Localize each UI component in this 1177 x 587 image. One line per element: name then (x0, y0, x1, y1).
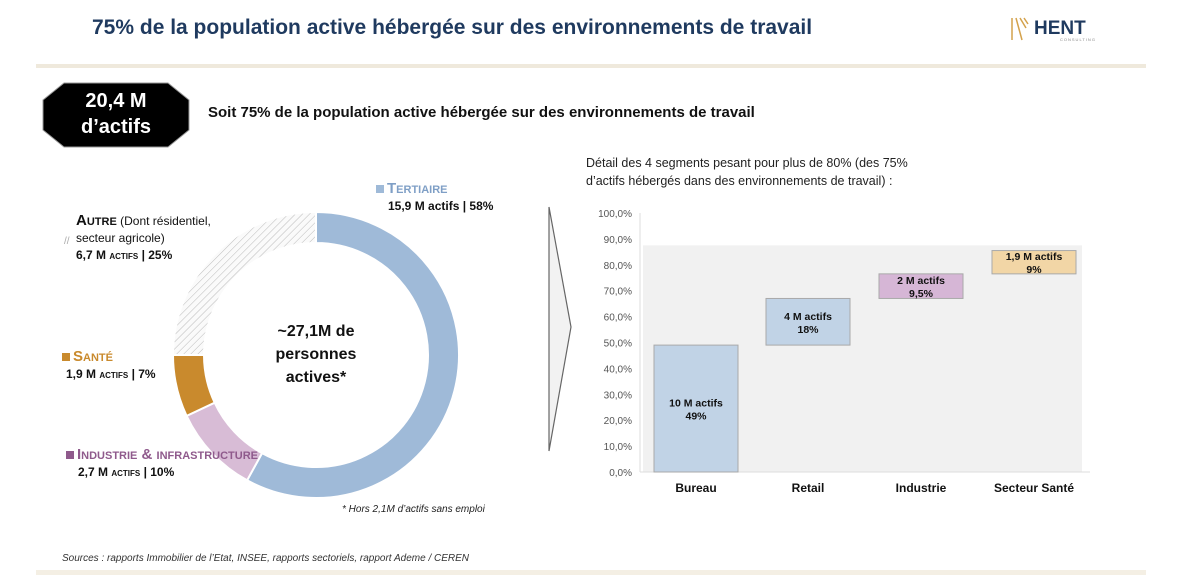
donut-center-line-3: actives* (286, 369, 347, 386)
sources: Sources : rapports Immobilier de l’Etat,… (62, 553, 470, 564)
donut-chart: // ~27,1M de personnes actives* (64, 210, 460, 499)
bar-data-label: 4 M actifs (784, 311, 832, 323)
subtitle: Soit 75% de la population active hébergé… (208, 104, 755, 121)
detail-text: Détail des 4 segments pesant pour plus d… (586, 156, 908, 188)
x-category-label: Retail (792, 481, 825, 495)
sante-swatch (62, 353, 70, 361)
y-tick-label: 80,0% (604, 261, 632, 272)
bar-data-label: 10 M actifs (669, 398, 723, 410)
bar-data-label: 49% (685, 411, 707, 423)
bar-retail (765, 297, 851, 346)
badge-octagon (42, 82, 190, 148)
tertiaire-detail: 15,9 M actifs | 58% (388, 199, 494, 213)
autre-name: Autre (76, 212, 117, 229)
industrie-swatch (66, 451, 74, 459)
x-category-label: Industrie (896, 481, 947, 495)
y-tick-label: 10,0% (604, 442, 632, 453)
footnote: * Hors 2,1M d’actifs sans emploi (342, 504, 485, 515)
y-tick-label: 100,0% (598, 209, 632, 220)
header-divider (36, 64, 1146, 68)
svg-text:HENT: HENT (1034, 18, 1086, 39)
waterfall-chart: 0,0% 10,0% 20,0% 30,0% 40,0% 50,0% 60,0% 70,0% 8… (598, 209, 1090, 495)
legend-sante: Santé 1,9 M actifs | 7% (62, 348, 156, 383)
autre-extra: (Dont résidentiel, secteur agricole) (76, 214, 211, 245)
sante-detail: 1,9 M actifs | 7% (66, 367, 156, 381)
sante-name: Santé (73, 348, 113, 365)
tertiaire-swatch (376, 185, 384, 193)
y-tick-label: 70,0% (604, 287, 632, 298)
svg-text:CONSULTING: CONSULTING (1060, 37, 1096, 42)
y-tick-label: 90,0% (604, 235, 632, 246)
y-tick-label: 50,0% (604, 339, 632, 350)
bar-data-label: 1,9 M actifs (1006, 251, 1063, 263)
bar-industrie (878, 273, 964, 299)
y-tick-label: 30,0% (604, 390, 632, 401)
bar-data-label: 2 M actifs (897, 275, 945, 287)
legend-industrie: Industrie & infrastructure 2,7 M actifs … (66, 446, 266, 481)
page-title: 75% de la population active hébergée sur… (92, 16, 813, 39)
tertiaire-name: Tertiaire (387, 180, 448, 197)
bar-secteur-santé (991, 250, 1077, 275)
legend-autre: Autre (Dont résidentiel, secteur agricol… (62, 212, 252, 264)
footer-bar (36, 570, 1146, 575)
x-category-label: Secteur Santé (994, 481, 1074, 495)
hatch-swatch-icon: // (64, 236, 70, 247)
bar-data-label: 9% (1026, 264, 1042, 276)
donut-center-line-1: ~27,1M de (278, 323, 355, 340)
hent-logo: HENT CONSULTING (1011, 17, 1096, 42)
bar-data-label: 18% (797, 324, 819, 336)
industrie-detail: 2,7 M actifs | 10% (78, 465, 175, 479)
autre-detail: 6,7 M actifs | 25% (76, 248, 173, 262)
donut-slice-3 (171, 210, 317, 356)
y-tick-label: 20,0% (604, 416, 632, 427)
bar-data-label: 9,5% (909, 288, 934, 300)
x-category-label: Bureau (675, 481, 716, 495)
badge-value: 20,4 M (85, 90, 147, 112)
donut-slice-0 (245, 210, 460, 499)
y-tick-label: 60,0% (604, 313, 632, 324)
badge-text: 20,4 M d’actifs (42, 88, 190, 140)
chevron-arrow-icon (548, 206, 572, 452)
donut-center-line-2: personnes (276, 346, 357, 363)
badge-unit: d’actifs (80, 116, 152, 138)
bar-bureau (653, 344, 739, 473)
industrie-name: Industrie & infrastructure (77, 446, 258, 463)
y-tick-label: 0,0% (609, 468, 632, 479)
y-tick-label: 40,0% (604, 364, 632, 375)
legend-tertiaire: Tertiaire 15,9 M actifs | 58% (376, 180, 493, 215)
